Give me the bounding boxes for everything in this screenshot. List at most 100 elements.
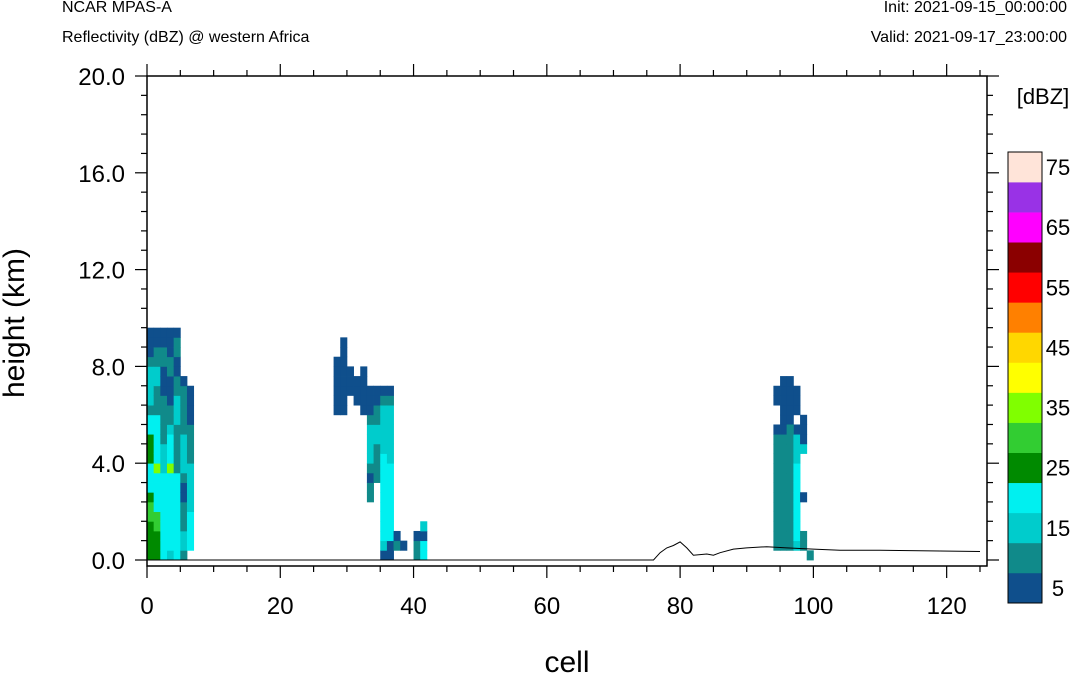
reflectivity-cell (160, 501, 168, 512)
reflectivity-cell (186, 521, 195, 532)
reflectivity-cell (773, 521, 781, 532)
reflectivity-cell (373, 443, 381, 454)
reflectivity-cell (186, 395, 195, 406)
reflectivity-cell (147, 540, 155, 551)
reflectivity-cell (173, 395, 181, 406)
reflectivity-cell (180, 385, 188, 396)
reflectivity-cell (386, 405, 394, 416)
reflectivity-cell (786, 414, 794, 425)
y-tick-label: 20.0 (78, 64, 125, 91)
reflectivity-cell (373, 463, 381, 474)
reflectivity-cell (147, 366, 155, 377)
reflectivity-cell (173, 385, 181, 396)
reflectivity-cell (786, 434, 794, 445)
reflectivity-cell (386, 521, 394, 532)
reflectivity-cell (147, 472, 155, 483)
reflectivity-cell (780, 463, 788, 474)
reflectivity-cell (420, 521, 428, 532)
reflectivity-cell (160, 385, 168, 396)
reflectivity-cell (793, 482, 801, 493)
x-tick-label: 40 (400, 593, 427, 620)
reflectivity-cell (147, 443, 155, 454)
colorbar-tick-label: 75 (1046, 155, 1070, 180)
reflectivity-cell (173, 366, 181, 377)
reflectivity-cell (147, 395, 155, 406)
colorbar-bin (1008, 512, 1042, 544)
reflectivity-cell (173, 405, 181, 416)
reflectivity-cell (153, 472, 161, 483)
reflectivity-cell (346, 385, 354, 396)
reflectivity-cell (166, 405, 175, 416)
reflectivity-cell (340, 356, 348, 367)
reflectivity-cell (173, 530, 181, 542)
reflectivity-cell (773, 434, 781, 445)
reflectivity-cell (373, 414, 381, 425)
reflectivity-cell (166, 501, 175, 512)
reflectivity-cell (793, 385, 801, 396)
colorbar-tick-label: 25 (1046, 456, 1070, 481)
reflectivity-cell (373, 405, 381, 416)
reflectivity-cell (786, 530, 794, 542)
reflectivity-cell (160, 463, 168, 474)
reflectivity-cell (780, 540, 788, 551)
reflectivity-cell (186, 405, 195, 416)
reflectivity-cell (153, 347, 161, 358)
reflectivity-cell (380, 395, 388, 406)
reflectivity-cell (147, 482, 155, 493)
reflectivity-cell (153, 414, 161, 425)
reflectivity-cell (153, 424, 161, 435)
reflectivity-cell (773, 443, 781, 454)
plot-frame (146, 75, 988, 567)
reflectivity-cell (186, 540, 195, 551)
reflectivity-cell (147, 376, 155, 387)
reflectivity-cell (160, 511, 168, 522)
reflectivity-cell (173, 434, 181, 445)
terrain-line (147, 541, 981, 561)
reflectivity-cell (180, 530, 188, 542)
colorbar-bin (1008, 182, 1042, 213)
reflectivity-cell (180, 434, 188, 445)
field-title: Reflectivity (dBZ) @ western Africa (62, 29, 310, 46)
reflectivity-cell (340, 347, 348, 358)
reflectivity-cell (380, 472, 388, 483)
colorbar-unit-label: [dBZ] (1017, 84, 1070, 109)
colorbar-bin (1008, 242, 1042, 273)
colorbar-tick-label: 55 (1046, 275, 1070, 300)
reflectivity-cell (386, 395, 394, 406)
reflectivity-cell (166, 530, 175, 542)
reflectivity-cell (166, 463, 175, 474)
model-title: NCAR MPAS-A (62, 0, 172, 16)
reflectivity-cell (373, 472, 381, 483)
x-tick-labels: 0 20 40 60 80 100 120 (140, 593, 966, 620)
reflectivity-cell (160, 395, 168, 406)
reflectivity-cell (173, 550, 181, 561)
x-tick-label: 60 (533, 593, 560, 620)
reflectivity-cell (160, 540, 168, 551)
reflectivity-cell (360, 376, 368, 387)
reflectivity-cell (160, 337, 168, 348)
reflectivity-cell (360, 366, 368, 377)
reflectivity-cell (780, 424, 788, 435)
reflectivity-cell (806, 550, 814, 561)
reflectivity-cell (373, 434, 381, 445)
reflectivity-cell (160, 327, 168, 338)
reflectivity-cell (166, 492, 175, 503)
reflectivity-cell (160, 405, 168, 416)
reflectivity-cell (413, 550, 421, 561)
reflectivity-cell (786, 453, 794, 464)
reflectivity-cell (780, 443, 788, 454)
reflectivity-cell (793, 492, 801, 503)
reflectivity-cell (173, 453, 181, 464)
reflectivity-cell (166, 434, 175, 445)
reflectivity-cell (173, 424, 181, 435)
reflectivity-cell (147, 347, 155, 358)
reflectivity-cell (153, 511, 161, 522)
reflectivity-cell (780, 482, 788, 493)
reflectivity-cell (166, 347, 175, 358)
reflectivity-cell (180, 414, 188, 425)
reflectivity-cell (786, 376, 794, 387)
reflectivity-cell (346, 376, 354, 387)
reflectivity-cell (780, 492, 788, 503)
reflectivity-cell (180, 540, 188, 551)
